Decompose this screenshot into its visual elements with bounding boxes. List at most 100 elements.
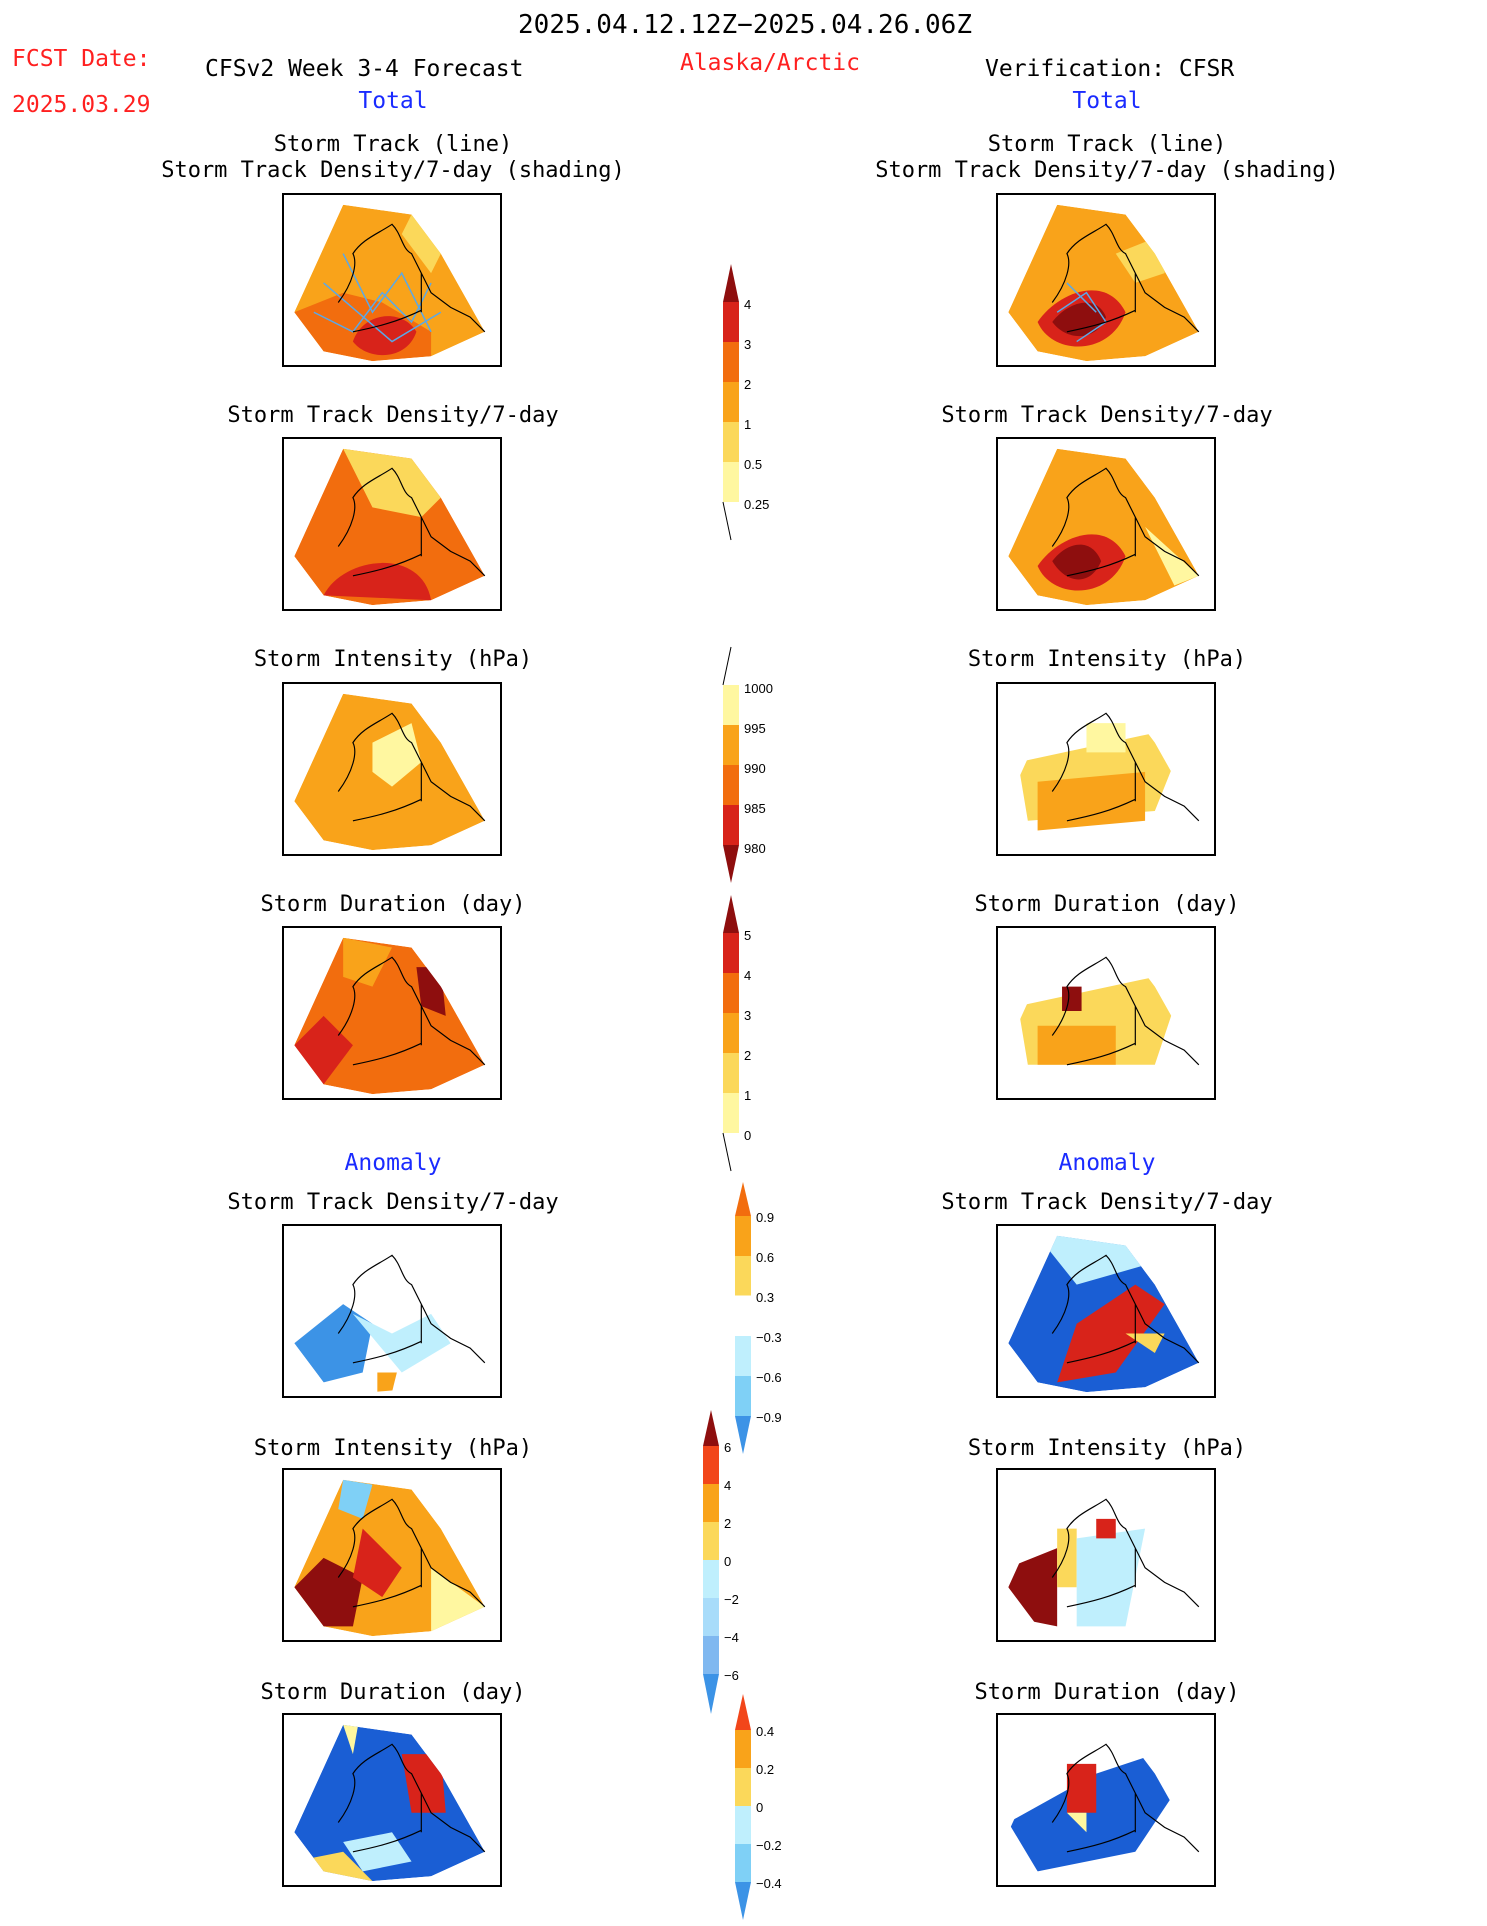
colorbar-tick: 4 xyxy=(744,968,752,983)
map-duration-cfsr xyxy=(996,926,1216,1100)
colorbar-tick: 0.3 xyxy=(756,1290,775,1305)
map-shade-region xyxy=(294,1015,353,1085)
colorbar-tick: 0 xyxy=(756,1800,764,1815)
colorbar-tick: 0.25 xyxy=(744,497,770,512)
colorbar-density-anom: 0.9 0.6 0.3 −0.3 −0.6 −0.9 xyxy=(732,1180,812,1460)
colorbar-tick: −2 xyxy=(724,1592,739,1607)
map-shade-region xyxy=(343,1832,412,1872)
map-density-forecast xyxy=(282,437,502,611)
colorbar-intensity-total: 1000 995 990 985 980 xyxy=(720,645,800,885)
map-shading xyxy=(1008,693,1199,851)
map-svg xyxy=(294,204,486,362)
region-title: Alaska/Arctic xyxy=(679,50,861,76)
date-range-title: 2025.04.12.12Z−2025.04.26.06Z xyxy=(518,10,972,40)
colorbar-tick: 5 xyxy=(744,928,752,943)
colorbar-tick: 2 xyxy=(744,1048,752,1063)
coastline xyxy=(1051,467,1200,577)
map-shade-region xyxy=(377,1372,397,1393)
map-shade-region xyxy=(1052,302,1106,337)
colorbar-tick: −0.3 xyxy=(756,1330,782,1345)
coastline xyxy=(1051,223,1200,333)
title-duration-right: Storm Duration (day) xyxy=(974,892,1240,917)
coastline xyxy=(337,1254,486,1364)
colorbar-tick: 2 xyxy=(744,377,752,392)
coastline xyxy=(337,1743,486,1853)
map-svg xyxy=(1008,693,1200,851)
map-duration-forecast xyxy=(282,926,502,1100)
map-svg xyxy=(294,693,486,851)
colorbar-tick: 990 xyxy=(744,761,766,776)
colorbar-tick: −0.2 xyxy=(756,1838,782,1853)
fcst-date: 2025.03.29 xyxy=(12,92,151,118)
colorbar-tick: 3 xyxy=(744,337,752,352)
map-shading xyxy=(294,937,485,1095)
colorbar-tick: 4 xyxy=(744,297,752,312)
map-density-cfsr xyxy=(996,437,1216,611)
map-shading xyxy=(1008,204,1199,362)
colorbar-svg xyxy=(703,1410,719,1714)
map-shade-region xyxy=(343,937,392,987)
colorbar-svg xyxy=(734,1182,752,1454)
colorbar-intensity-anom: 6 4 2 0 −2 −4 −6 xyxy=(700,1408,780,1718)
anomaly-label-left: Anomaly xyxy=(344,1150,442,1176)
map-duration-anom-forecast xyxy=(282,1713,502,1887)
title-track-shading-right: Storm Track Density/7-day (shading) xyxy=(875,158,1339,183)
map-svg xyxy=(1008,448,1200,606)
map-density-anom-cfsr xyxy=(996,1224,1216,1398)
map-shade-region xyxy=(1145,526,1199,586)
title-density-anom-left: Storm Track Density/7-day xyxy=(227,1190,559,1215)
colorbar-duration-total: 5 4 3 2 1 0 xyxy=(720,893,800,1173)
map-shade-region xyxy=(401,214,441,274)
colorbar-tick: 0.2 xyxy=(756,1762,775,1777)
colorbar-tick: 0.9 xyxy=(756,1210,775,1225)
map-shade-region xyxy=(1008,1754,1175,1872)
map-shade-region xyxy=(343,1724,358,1755)
title-intensity-anom-left: Storm Intensity (hPa) xyxy=(253,1436,533,1461)
colorbar-tick: 0.5 xyxy=(744,457,763,472)
map-shading xyxy=(294,1479,485,1637)
coastline xyxy=(337,467,486,577)
map-svg xyxy=(294,1724,486,1882)
map-shading xyxy=(1008,1479,1199,1637)
colorbar-tick: 980 xyxy=(744,841,766,856)
colorbar-tick: 3 xyxy=(744,1008,752,1023)
map-duration-anom-cfsr xyxy=(996,1713,1216,1887)
map-svg xyxy=(1008,1479,1200,1637)
map-shade-region xyxy=(338,1479,373,1519)
total-label-right: Total xyxy=(1072,88,1142,114)
coastline xyxy=(337,1498,486,1608)
map-shading xyxy=(294,1724,485,1882)
map-shade-region xyxy=(431,1567,485,1632)
model-title: CFSv2 Week 3-4 Forecast xyxy=(205,56,524,82)
colorbar-tick: −0.9 xyxy=(756,1410,782,1425)
map-shade-region xyxy=(1037,1235,1146,1285)
colorbar-tick: 1000 xyxy=(744,681,773,696)
map-svg xyxy=(294,448,486,606)
colorbar-svg xyxy=(735,1694,751,1920)
fcst-label: FCST Date: xyxy=(12,46,151,72)
map-shade-region xyxy=(1037,1025,1116,1065)
title-track-shading-left: Storm Track Density/7-day (shading) xyxy=(161,158,625,183)
map-shade-region xyxy=(1037,771,1146,831)
verification-title: Verification: CFSR xyxy=(985,56,1235,82)
colorbar-tick: −4 xyxy=(724,1630,739,1645)
colorbar-tick: 0.6 xyxy=(756,1250,775,1265)
coastline xyxy=(337,223,486,333)
colorbar-tick: 0 xyxy=(724,1554,732,1569)
map-shade-region xyxy=(352,1528,402,1598)
title-intensity-left: Storm Intensity (hPa) xyxy=(253,647,533,672)
colorbar-tick: 6 xyxy=(724,1440,732,1455)
colorbar-svg xyxy=(722,895,739,1172)
colorbar-svg xyxy=(722,646,739,883)
map-shade-region xyxy=(1096,1518,1116,1539)
map-intensity-forecast xyxy=(282,682,502,856)
colorbar-tick: 985 xyxy=(744,801,766,816)
anomaly-label-right: Anomaly xyxy=(1058,1150,1156,1176)
title-track-line-right: Storm Track (line) xyxy=(987,132,1227,157)
map-shade-region xyxy=(1066,1812,1087,1833)
title-intensity-anom-right: Storm Intensity (hPa) xyxy=(967,1436,1247,1461)
colorbar-tick: 995 xyxy=(744,721,766,736)
coastline xyxy=(337,712,486,822)
colorbar-tick: 2 xyxy=(724,1516,732,1531)
map-svg xyxy=(1008,937,1200,1095)
